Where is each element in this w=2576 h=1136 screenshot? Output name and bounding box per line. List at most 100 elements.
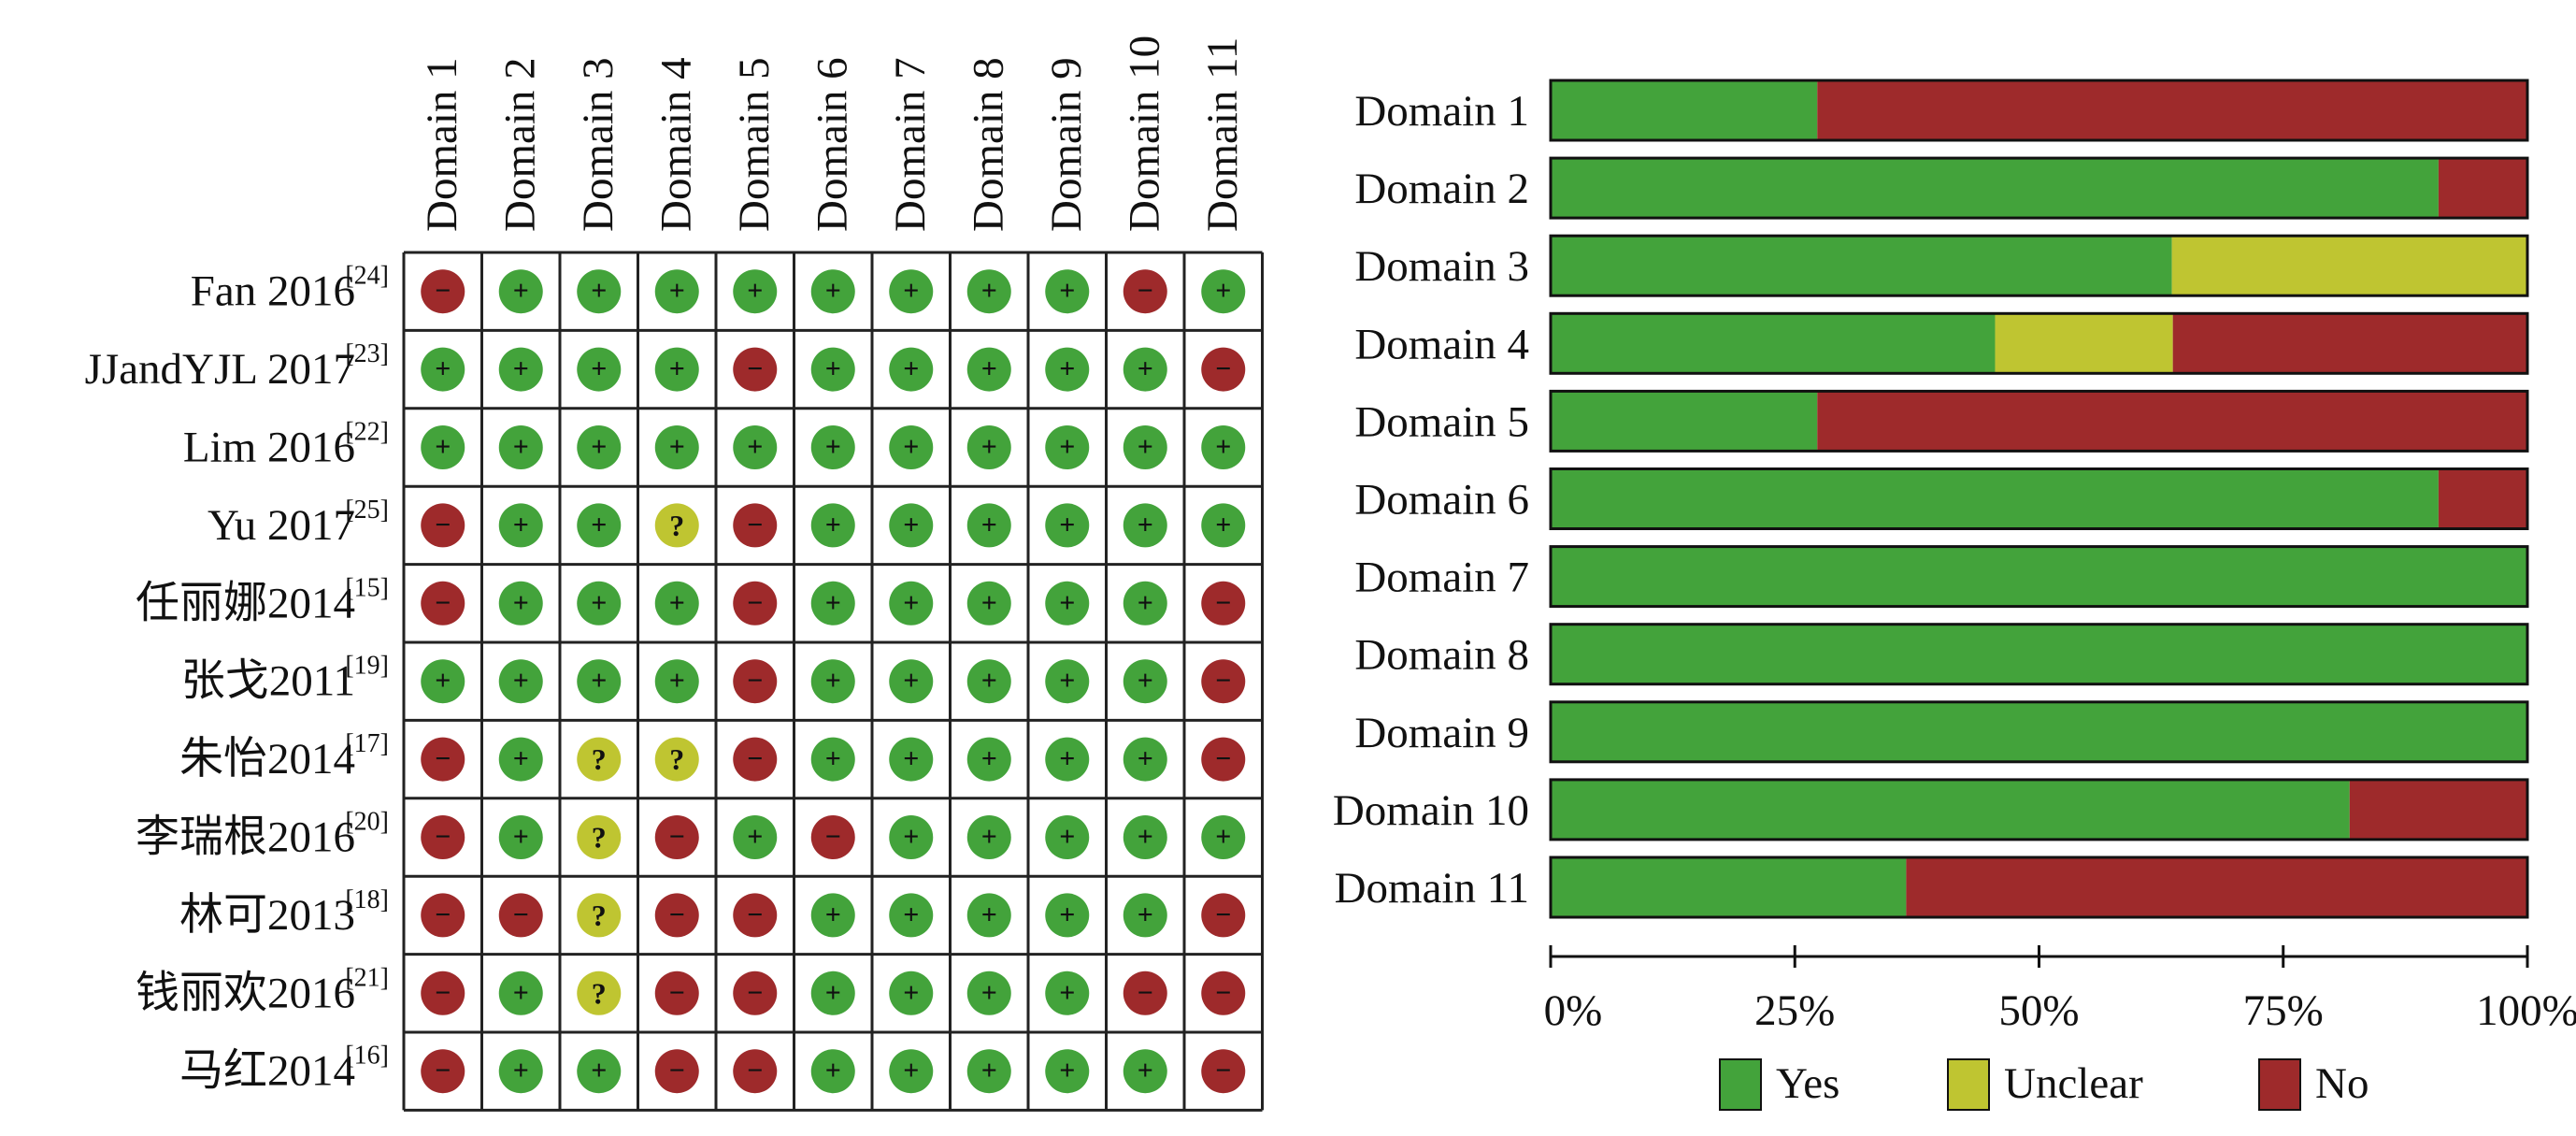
column-header: Domain 10 [1120, 36, 1168, 232]
judgement-symbol: + [591, 1056, 607, 1086]
reference-superscript: [15] [345, 573, 389, 602]
judgement-symbol: − [669, 822, 685, 853]
judgement-symbol: + [1138, 899, 1153, 930]
bar-segment-yes [1551, 624, 2527, 684]
bar-segment-unclear [2171, 236, 2527, 296]
unclear-risk-marker: ? [577, 893, 622, 938]
low-risk-marker: + [498, 425, 543, 469]
judgement-symbol: − [435, 822, 451, 853]
reference-superscript: [22] [345, 418, 389, 447]
judgement-symbol: + [1059, 822, 1075, 853]
judgement-symbol: + [981, 353, 997, 384]
judgement-symbol: + [825, 743, 841, 774]
judgement-symbol: + [1059, 587, 1075, 618]
low-risk-marker: + [654, 425, 699, 469]
low-risk-marker: + [966, 815, 1011, 859]
low-risk-marker: + [1045, 425, 1090, 469]
low-risk-marker: + [1201, 503, 1246, 548]
judgement-symbol: + [825, 587, 841, 618]
column-header: Domain 8 [964, 57, 1012, 232]
low-risk-marker: + [733, 425, 778, 469]
study-label: 马红2014 [179, 1047, 355, 1096]
bar-segment-no [2438, 468, 2527, 529]
high-risk-marker: − [654, 815, 699, 859]
study-label: Yu 2017 [208, 501, 355, 550]
judgement-symbol: − [1215, 353, 1231, 384]
judgement-symbol: − [747, 666, 763, 697]
low-risk-marker: + [889, 971, 934, 1015]
high-risk-marker: − [1201, 971, 1246, 1015]
low-risk-marker: + [498, 269, 543, 314]
legend-label: Unclear [2004, 1059, 2143, 1108]
judgement-symbol: − [1215, 899, 1231, 930]
high-risk-marker: − [421, 893, 465, 938]
reference-superscript: [23] [345, 339, 389, 368]
judgement-symbol: − [435, 510, 451, 540]
high-risk-marker: − [1201, 737, 1246, 782]
low-risk-marker: + [498, 659, 543, 704]
column-header: Domain 2 [495, 57, 544, 232]
legend-swatch [2258, 1058, 2301, 1111]
category-label: Domain 6 [1354, 476, 1529, 525]
study-label: 张戈2011 [181, 657, 355, 706]
low-risk-marker: + [498, 347, 543, 392]
low-risk-marker: + [1123, 893, 1167, 938]
high-risk-marker: − [421, 971, 465, 1015]
bar-segment-yes [1551, 701, 2527, 762]
low-risk-marker: + [421, 659, 465, 704]
low-risk-marker: + [498, 1049, 543, 1094]
judgement-symbol: + [591, 510, 607, 540]
judgement-symbol: + [435, 353, 451, 384]
judgement-symbol: + [903, 432, 919, 463]
bar-segment-unclear [1995, 313, 2173, 374]
high-risk-marker: − [733, 659, 778, 704]
judgement-symbol: − [1138, 977, 1153, 1008]
judgement-symbol: + [1059, 899, 1075, 930]
judgement-symbol: + [1138, 587, 1153, 618]
reference-superscript: [25] [345, 496, 389, 525]
category-label: Domain 7 [1354, 554, 1529, 602]
judgement-symbol: + [903, 1056, 919, 1086]
low-risk-marker: + [1045, 503, 1090, 548]
category-label: Domain 4 [1354, 320, 1529, 368]
study-label: Lim 2016 [183, 424, 355, 472]
bar-outline [1549, 156, 2529, 220]
judgement-symbol: + [825, 666, 841, 697]
category-label: Domain 10 [1333, 786, 1529, 835]
judgement-symbol: + [981, 899, 997, 930]
judgement-symbol: + [1059, 1056, 1075, 1086]
judgement-symbol: + [1059, 977, 1075, 1008]
x-tick-label: 25% [1754, 986, 1835, 1035]
low-risk-marker: + [1123, 737, 1167, 782]
category-label: Domain 2 [1354, 165, 1529, 213]
low-risk-marker: + [810, 503, 855, 548]
reference-superscript: [20] [345, 808, 389, 837]
bar-segment-yes [1551, 80, 1818, 140]
bar-segment-yes [1551, 857, 1907, 917]
judgement-symbol: − [669, 899, 685, 930]
judgement-symbol: + [981, 666, 997, 697]
low-risk-marker: + [810, 971, 855, 1015]
category-label: Domain 11 [1335, 864, 1529, 913]
bar-segment-yes [1551, 546, 2527, 607]
low-risk-marker: + [421, 347, 465, 392]
high-risk-marker: − [1201, 659, 1246, 704]
high-risk-marker: − [1201, 347, 1246, 392]
judgement-symbol: + [981, 822, 997, 853]
low-risk-marker: + [1045, 737, 1090, 782]
low-risk-marker: + [966, 347, 1011, 392]
bar-outline [1549, 545, 2529, 609]
judgement-symbol: + [981, 587, 997, 618]
judgement-symbol: + [825, 1056, 841, 1086]
low-risk-marker: + [1045, 581, 1090, 626]
low-risk-marker: + [577, 425, 622, 469]
judgement-symbol: − [435, 743, 451, 774]
judgement-symbol: + [513, 432, 529, 463]
judgement-symbol: − [513, 899, 529, 930]
judgement-symbol: + [1059, 432, 1075, 463]
low-risk-marker: + [421, 425, 465, 469]
judgement-symbol: + [1059, 353, 1075, 384]
study-label: 钱丽欢2016 [136, 969, 355, 1017]
high-risk-marker: − [654, 971, 699, 1015]
high-risk-marker: − [421, 815, 465, 859]
